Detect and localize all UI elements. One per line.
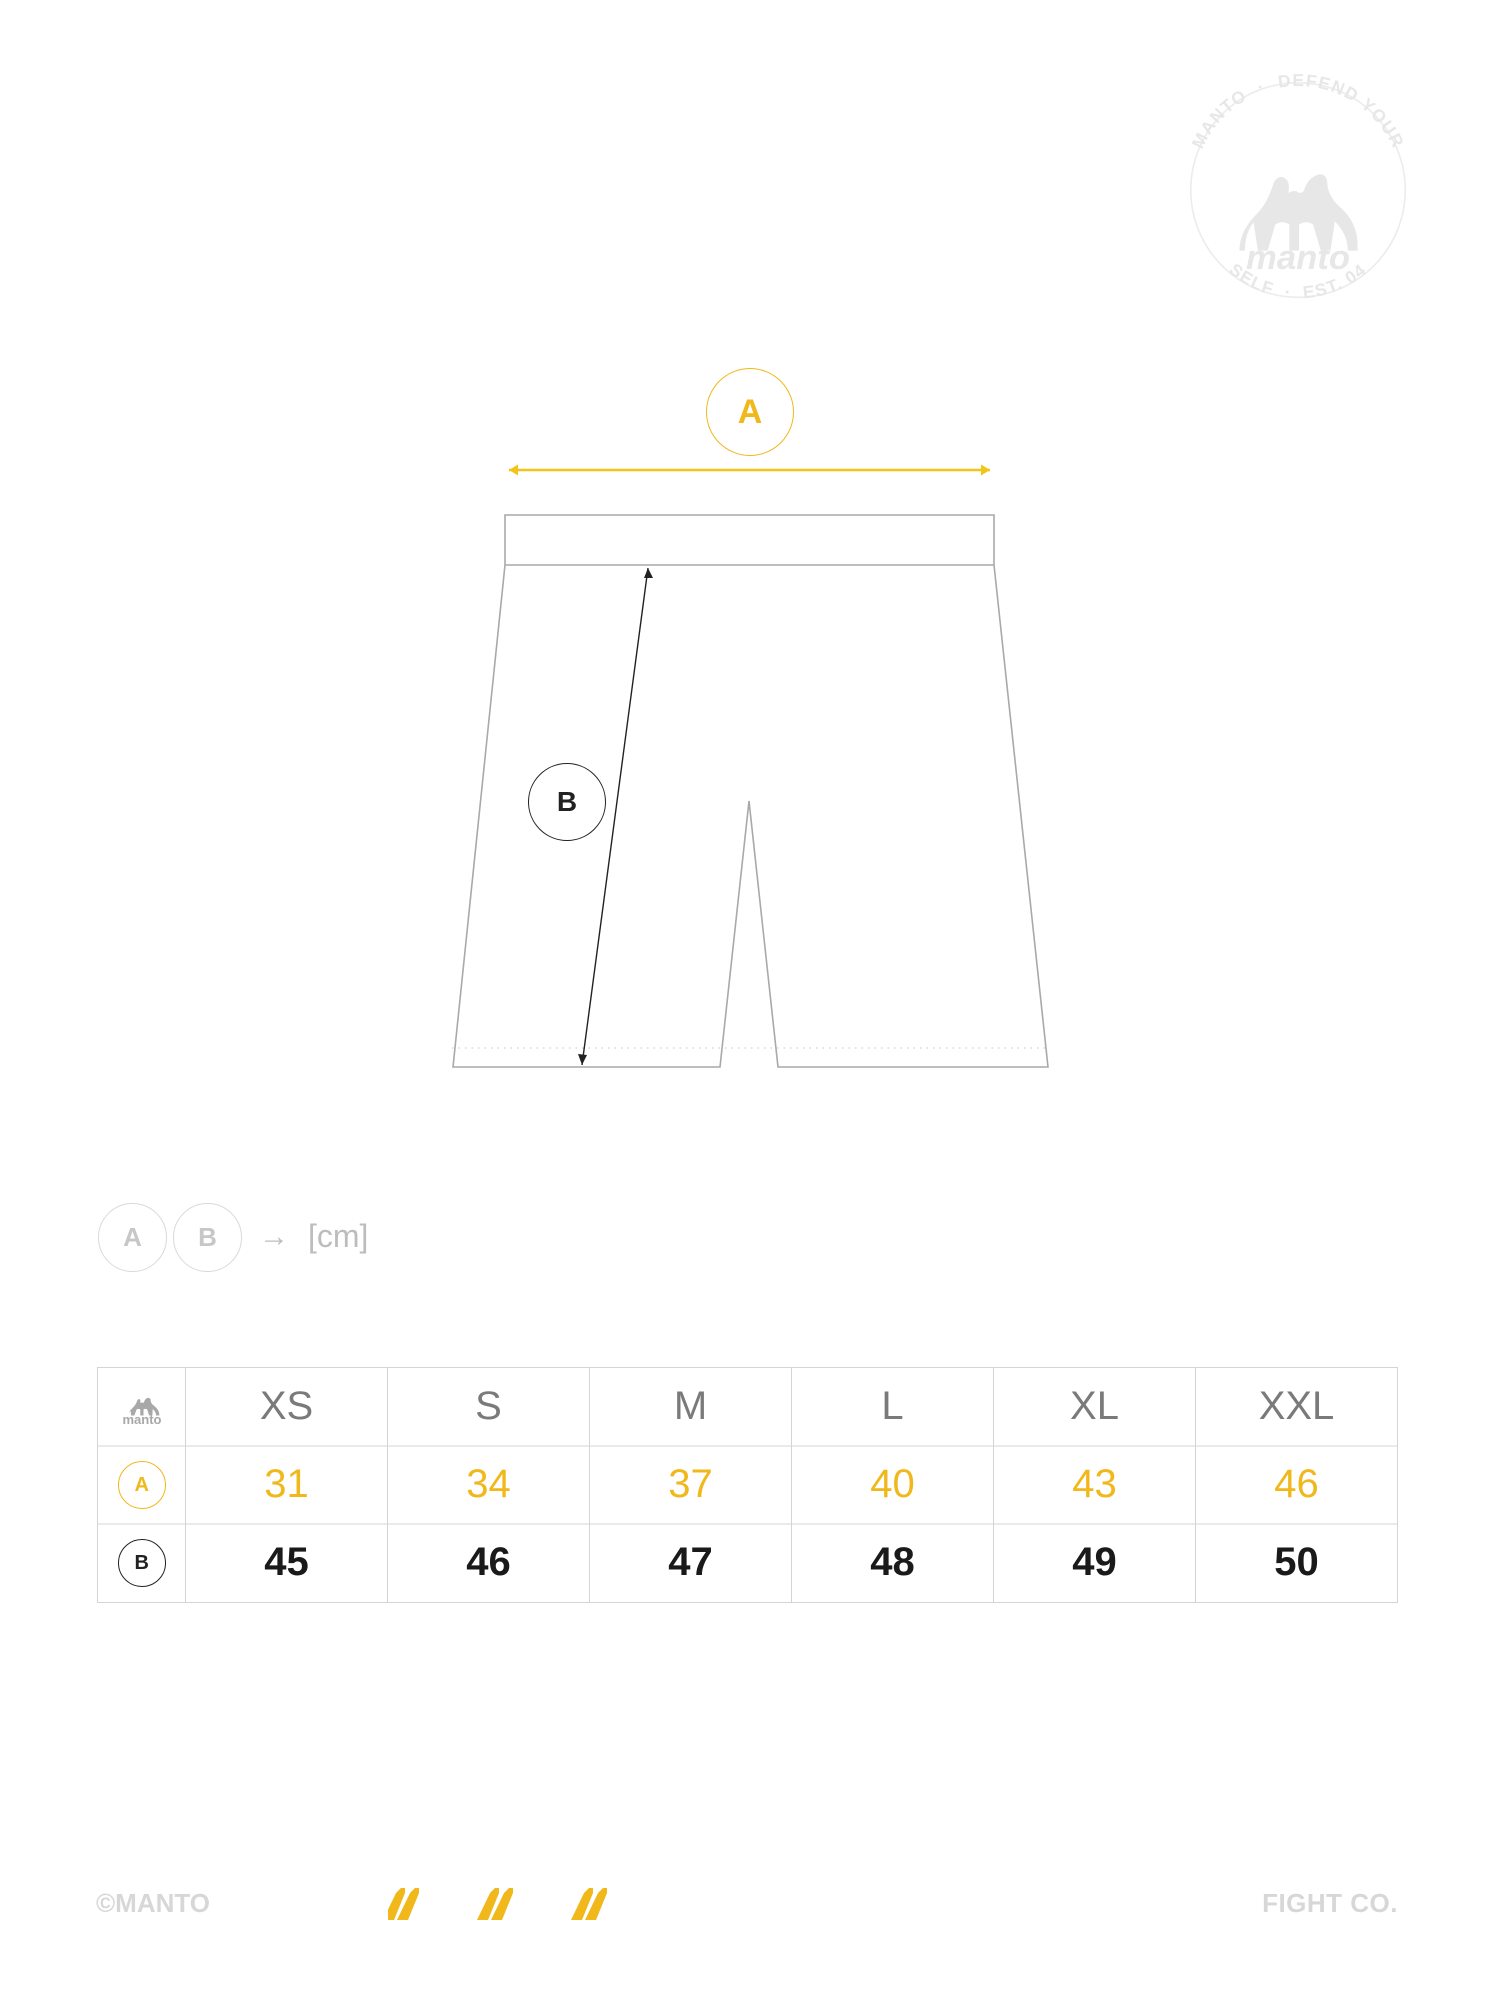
svg-text:manto: manto — [122, 1412, 161, 1427]
